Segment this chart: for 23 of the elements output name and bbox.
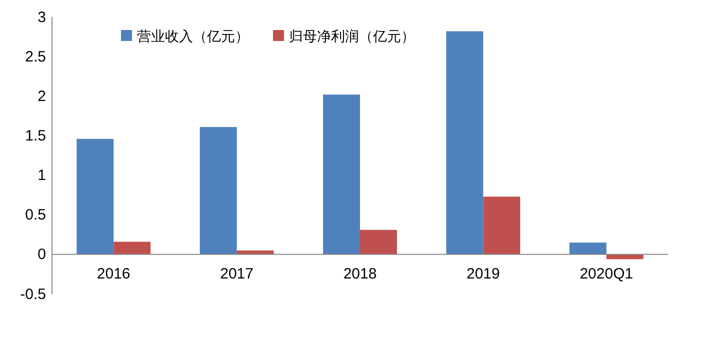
y-tick-label: 0 xyxy=(38,246,46,264)
legend-label: 归母净利润（亿元） xyxy=(289,28,415,44)
bar xyxy=(76,138,114,254)
x-tick-label: 2016 xyxy=(96,265,130,282)
legend-label: 营业收入（亿元） xyxy=(137,28,249,44)
bar xyxy=(114,242,151,254)
y-tick-label: 1.5 xyxy=(25,128,46,145)
bar xyxy=(360,230,397,254)
y-tick-label: -0.5 xyxy=(20,286,46,303)
y-tick-label: 3 xyxy=(38,8,46,26)
bar xyxy=(483,196,520,254)
bar xyxy=(200,127,237,254)
y-tick-label: 1 xyxy=(38,167,46,184)
y-tick-label: 0.5 xyxy=(25,206,46,224)
x-tick-label: 2019 xyxy=(466,265,500,282)
x-tick-label: 2018 xyxy=(343,265,377,282)
y-tick-label: 2 xyxy=(38,88,46,105)
x-tick-label: 2017 xyxy=(220,265,254,282)
y-tick-label: 2.5 xyxy=(25,48,46,66)
bar xyxy=(569,242,606,254)
bar xyxy=(446,31,484,254)
x-tick-label: 2020Q1 xyxy=(580,265,634,282)
bar xyxy=(323,94,360,254)
